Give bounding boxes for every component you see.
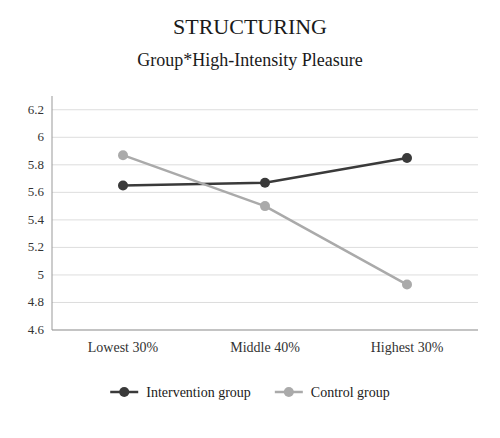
y-tick-label: 5.8 xyxy=(28,157,44,172)
grid-line xyxy=(52,274,478,275)
series-marker xyxy=(402,153,412,163)
grid-line xyxy=(52,192,478,193)
y-tick-label: 6.2 xyxy=(28,102,44,117)
series-marker xyxy=(260,201,270,211)
x-tick-label: Lowest 30% xyxy=(88,340,159,355)
x-tick-label: Highest 30% xyxy=(371,340,444,355)
series-marker xyxy=(402,280,412,290)
title: STRUCTURING xyxy=(173,14,327,39)
grid-line xyxy=(52,219,478,220)
grid-line xyxy=(52,109,478,110)
x-axis: Lowest 30% Middle 40% Highest 30% xyxy=(88,340,444,355)
legend-label: Control group xyxy=(311,385,390,400)
legend-marker xyxy=(119,387,129,397)
series-marker xyxy=(118,150,128,160)
chart-container: STRUCTURING Group*High-Intensity Pleasure… xyxy=(0,0,500,438)
y-tick-label: 5.4 xyxy=(28,212,45,227)
series-marker xyxy=(260,178,270,188)
y-tick-label: 4.8 xyxy=(28,294,44,309)
y-tick-label: 5.6 xyxy=(28,184,45,199)
legend: Intervention group Control group xyxy=(110,385,390,400)
x-tick-label: Middle 40% xyxy=(230,340,300,355)
grid-line xyxy=(52,330,478,331)
grid-line xyxy=(52,137,478,138)
y-axis-line xyxy=(52,96,53,330)
x-axis-line xyxy=(52,330,478,331)
y-axis: 4.6 4.8 5 5.2 5.4 5.6 5.8 6 6.2 xyxy=(28,96,478,337)
plot-area xyxy=(118,150,412,289)
grid-line xyxy=(52,247,478,248)
y-tick-label: 5.2 xyxy=(28,239,44,254)
y-tick-label: 6 xyxy=(38,129,45,144)
y-tick-label: 5 xyxy=(38,267,45,282)
y-tick-label: 4.6 xyxy=(28,322,45,337)
legend-marker xyxy=(284,387,294,397)
grid-line xyxy=(52,302,478,303)
subtitle: Group*High-Intensity Pleasure xyxy=(137,50,362,70)
legend-label: Intervention group xyxy=(146,385,251,400)
chart-svg: STRUCTURING Group*High-Intensity Pleasure… xyxy=(0,0,500,438)
series-line xyxy=(123,155,407,284)
grid-line xyxy=(52,164,478,165)
series-marker xyxy=(118,180,128,190)
